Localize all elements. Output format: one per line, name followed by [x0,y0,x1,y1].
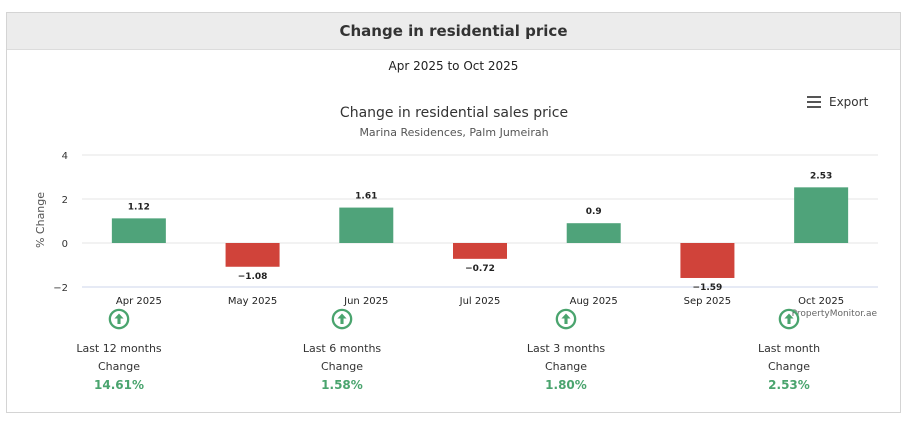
bar-oct-2025 [794,187,849,243]
stat-period-label: Last 12 months [76,342,162,355]
chart-title: Change in residential sales price [340,105,568,121]
stat-caption: Change [97,360,141,373]
stat-last-12-months: Last 12 months Change 14.61% [39,308,199,394]
stat-value: 1.80% [545,378,587,392]
x-tick-label: May 2025 [228,296,277,307]
period-range: Apr 2025 to Oct 2025 [388,59,519,73]
bar-value-label: −1.59 [693,283,723,293]
y-axis-label: % Change [34,192,47,248]
bar-value-label: 2.53 [810,171,832,181]
y-tick-label: 2 [62,195,68,206]
bar-aug-2025 [566,223,621,243]
x-tick-label: Jul 2025 [459,296,501,307]
menu-icon [807,96,821,108]
chart-grid [82,154,878,244]
card-header: Change in residential price [7,13,900,50]
bar-may-2025 [225,243,280,267]
price-change-card: Change in residential price Apr 2025 to … [6,12,901,413]
stat-value: 1.58% [321,378,363,392]
bar-jul-2025 [453,243,507,259]
bar-value-label: 0.9 [586,207,602,217]
export-label: Export [829,95,869,109]
x-tick-label: Oct 2025 [798,296,844,307]
arrow-up-circle-icon [555,308,577,330]
stat-value: 2.53% [768,378,810,392]
y-tick-label: 4 [62,151,68,162]
arrow-up-circle-icon [331,308,353,330]
stat-last-month: Last month Change 2.53% [709,308,869,394]
bar-apr-2025 [111,218,166,243]
stat-last-3-months: Last 3 months Change 1.80% [486,308,646,394]
y-tick-label: 0 [62,239,68,250]
arrow-up-circle-icon [108,308,130,330]
stat-period-label: Last 3 months [526,342,606,355]
watermark-text: PropertyMonitor.ae [792,309,878,319]
x-tick-label: Apr 2025 [116,296,162,307]
card-title: Change in residential price [339,22,568,40]
chart-value-labels: 1.12 −1.08 1.61 −0.72 0.9 −1.59 2.53 [128,171,833,293]
stat-period-label: Last month [757,342,821,355]
bar-value-label: −1.08 [238,272,268,282]
chart-subtitle: Marina Residences, Palm Jumeirah [359,126,548,139]
chart-x-tick-labels: Apr 2025 May 2025 Jun 2025 Jul 2025 Aug 2025… [116,296,844,307]
bar-value-label: 1.12 [128,202,150,212]
stat-caption: Change [767,360,811,373]
arrow-up-circle-icon [778,308,800,330]
x-tick-label: Aug 2025 [570,296,618,307]
chart-bars [111,187,849,278]
x-tick-label: Sep 2025 [684,296,731,307]
chart-y-tick-labels: −2 0 2 4 [53,151,68,294]
stat-last-6-months: Last 6 months Change 1.58% [262,308,422,394]
bar-sep-2025 [680,243,735,278]
bar-value-label: 1.61 [355,192,377,202]
stat-value: 14.61% [94,378,144,392]
bar-jun-2025 [339,207,394,243]
export-button[interactable]: Export [807,95,868,109]
stat-caption: Change [320,360,364,373]
bar-value-label: −0.72 [465,264,495,274]
y-tick-label: −2 [53,283,68,294]
x-tick-label: Jun 2025 [343,296,388,307]
stat-caption: Change [544,360,588,373]
stat-period-label: Last 6 months [302,342,382,355]
